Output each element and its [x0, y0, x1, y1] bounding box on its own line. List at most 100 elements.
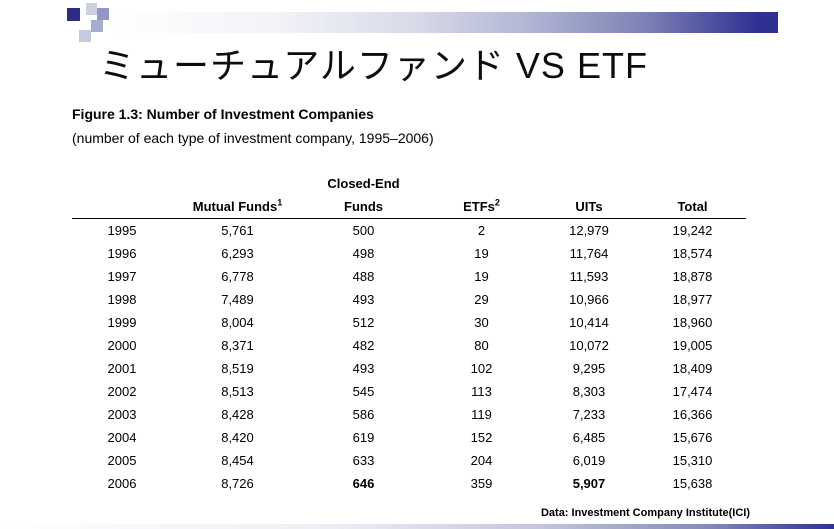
mosaic-square-pale	[86, 3, 97, 15]
value-cell: 18,409	[672, 361, 713, 376]
value-cell: 8,428	[221, 407, 254, 422]
value-cell: 204	[470, 453, 493, 468]
value-cell: 586	[352, 407, 375, 422]
value-cell: 8,519	[221, 361, 254, 376]
table-row: 2006 8,726 646 359 5,907 15,638	[72, 472, 746, 495]
value-cell: 15,676	[672, 430, 713, 445]
value-cell: 8,004	[221, 315, 254, 330]
table-row: 1995 5,761 500 2 12,979 19,242	[72, 219, 746, 243]
value-cell: 493	[352, 292, 375, 307]
page-title: ミューチュアルファンド VS ETF	[99, 45, 648, 86]
mosaic-square-medium	[97, 8, 109, 20]
col-header-year	[72, 194, 172, 219]
col-header-uits: UITs	[539, 194, 639, 219]
mosaic-square-medium-light	[91, 20, 103, 32]
value-cell: 646	[352, 476, 375, 491]
value-cell: 16,366	[672, 407, 713, 422]
value-cell: 5,761	[221, 223, 254, 238]
value-cell: 488	[352, 269, 375, 284]
value-cell: 5,907	[572, 476, 606, 491]
value-cell: 10,072	[569, 338, 609, 353]
value-cell: 482	[352, 338, 375, 353]
mosaic-square-dark	[67, 8, 80, 21]
year-cell: 2002	[107, 384, 137, 399]
table-header-row: Mutual Funds1 Funds ETFs2 UITs Total	[72, 194, 746, 219]
investment-companies-table: Closed-End Mutual Funds1 Funds ETFs2 UIT…	[72, 172, 746, 495]
col-header-mutual-funds: Mutual Funds1	[172, 194, 303, 219]
year-cell: 1997	[107, 269, 137, 284]
value-cell: 6,485	[572, 430, 606, 445]
header-gradient-bar	[110, 12, 778, 33]
year-cell: 1996	[107, 246, 137, 261]
table-body: 1995 5,761 500 2 12,979 19,242 1996 6,293 498 19 1…	[72, 219, 746, 496]
group-header-closed-end: Closed-End	[327, 175, 400, 191]
footer-gradient-bar	[0, 524, 834, 529]
value-cell: 8,303	[572, 384, 606, 399]
figure-subtitle: (number of each type of investment compa…	[72, 130, 434, 146]
col-header-total: Total	[639, 194, 746, 219]
year-cell: 2004	[107, 430, 137, 445]
value-cell: 11,593	[569, 269, 609, 284]
year-cell: 2001	[107, 361, 137, 376]
year-cell: 2000	[107, 338, 137, 353]
value-cell: 19	[474, 246, 489, 261]
value-cell: 15,310	[672, 453, 713, 468]
table-row: 2001 8,519 493 102 9,295 18,409	[72, 357, 746, 380]
value-cell: 6,019	[572, 453, 606, 468]
col-header-etfs: ETFs2	[424, 194, 539, 219]
value-cell: 19	[474, 269, 489, 284]
value-cell: 18,960	[672, 315, 713, 330]
table-row: 2000 8,371 482 80 10,072 19,005	[72, 334, 746, 357]
value-cell: 500	[352, 223, 375, 238]
table-row: 1999 8,004 512 30 10,414 18,960	[72, 311, 746, 334]
value-cell: 8,726	[221, 476, 254, 491]
value-cell: 30	[474, 315, 489, 330]
value-cell: 19,005	[672, 338, 713, 353]
value-cell: 152	[470, 430, 493, 445]
empty-cell	[172, 172, 303, 194]
figure-title: Figure 1.3: Number of Investment Compani…	[72, 106, 374, 122]
table-group-header-row: Closed-End	[72, 172, 746, 194]
value-cell: 633	[352, 453, 375, 468]
year-cell: 2003	[107, 407, 137, 422]
value-cell: 18,977	[672, 292, 713, 307]
value-cell: 498	[352, 246, 375, 261]
value-cell: 545	[352, 384, 375, 399]
value-cell: 2	[477, 223, 486, 238]
value-cell: 10,966	[569, 292, 609, 307]
value-cell: 8,371	[221, 338, 254, 353]
value-cell: 15,638	[672, 476, 713, 491]
table-row: 2003 8,428 586 119 7,233 16,366	[72, 403, 746, 426]
value-cell: 119	[471, 407, 492, 422]
table-row: 2002 8,513 545 113 8,303 17,474	[72, 380, 746, 403]
value-cell: 619	[352, 430, 375, 445]
col-header-closed-end-funds: Funds	[303, 194, 424, 219]
value-cell: 359	[470, 476, 493, 491]
year-cell: 2006	[107, 476, 137, 491]
year-cell: 1995	[107, 223, 137, 238]
value-cell: 102	[470, 361, 493, 376]
value-cell: 113	[471, 384, 492, 399]
value-cell: 29	[474, 292, 489, 307]
value-cell: 9,295	[572, 361, 606, 376]
empty-cell	[639, 172, 746, 194]
value-cell: 7,489	[221, 292, 254, 307]
table-row: 2004 8,420 619 152 6,485 15,676	[72, 426, 746, 449]
source-note: Data: Investment Company Institute(ICI)	[540, 507, 750, 519]
table-row: 2005 8,454 633 204 6,019 15,310	[72, 449, 746, 472]
value-cell: 18,574	[672, 246, 713, 261]
value-cell: 80	[474, 338, 489, 353]
empty-cell	[539, 172, 639, 194]
value-cell: 8,513	[221, 384, 254, 399]
value-cell: 6,293	[221, 246, 254, 261]
footnote-marker: 1	[277, 197, 283, 208]
year-cell: 1999	[107, 315, 137, 330]
value-cell: 493	[352, 361, 375, 376]
value-cell: 7,233	[572, 407, 606, 422]
value-cell: 512	[352, 315, 375, 330]
mosaic-square-light	[79, 30, 91, 42]
value-cell: 12,979	[569, 223, 609, 238]
table-row: 1996 6,293 498 19 11,764 18,574	[72, 242, 746, 265]
value-cell: 19,242	[672, 223, 713, 238]
